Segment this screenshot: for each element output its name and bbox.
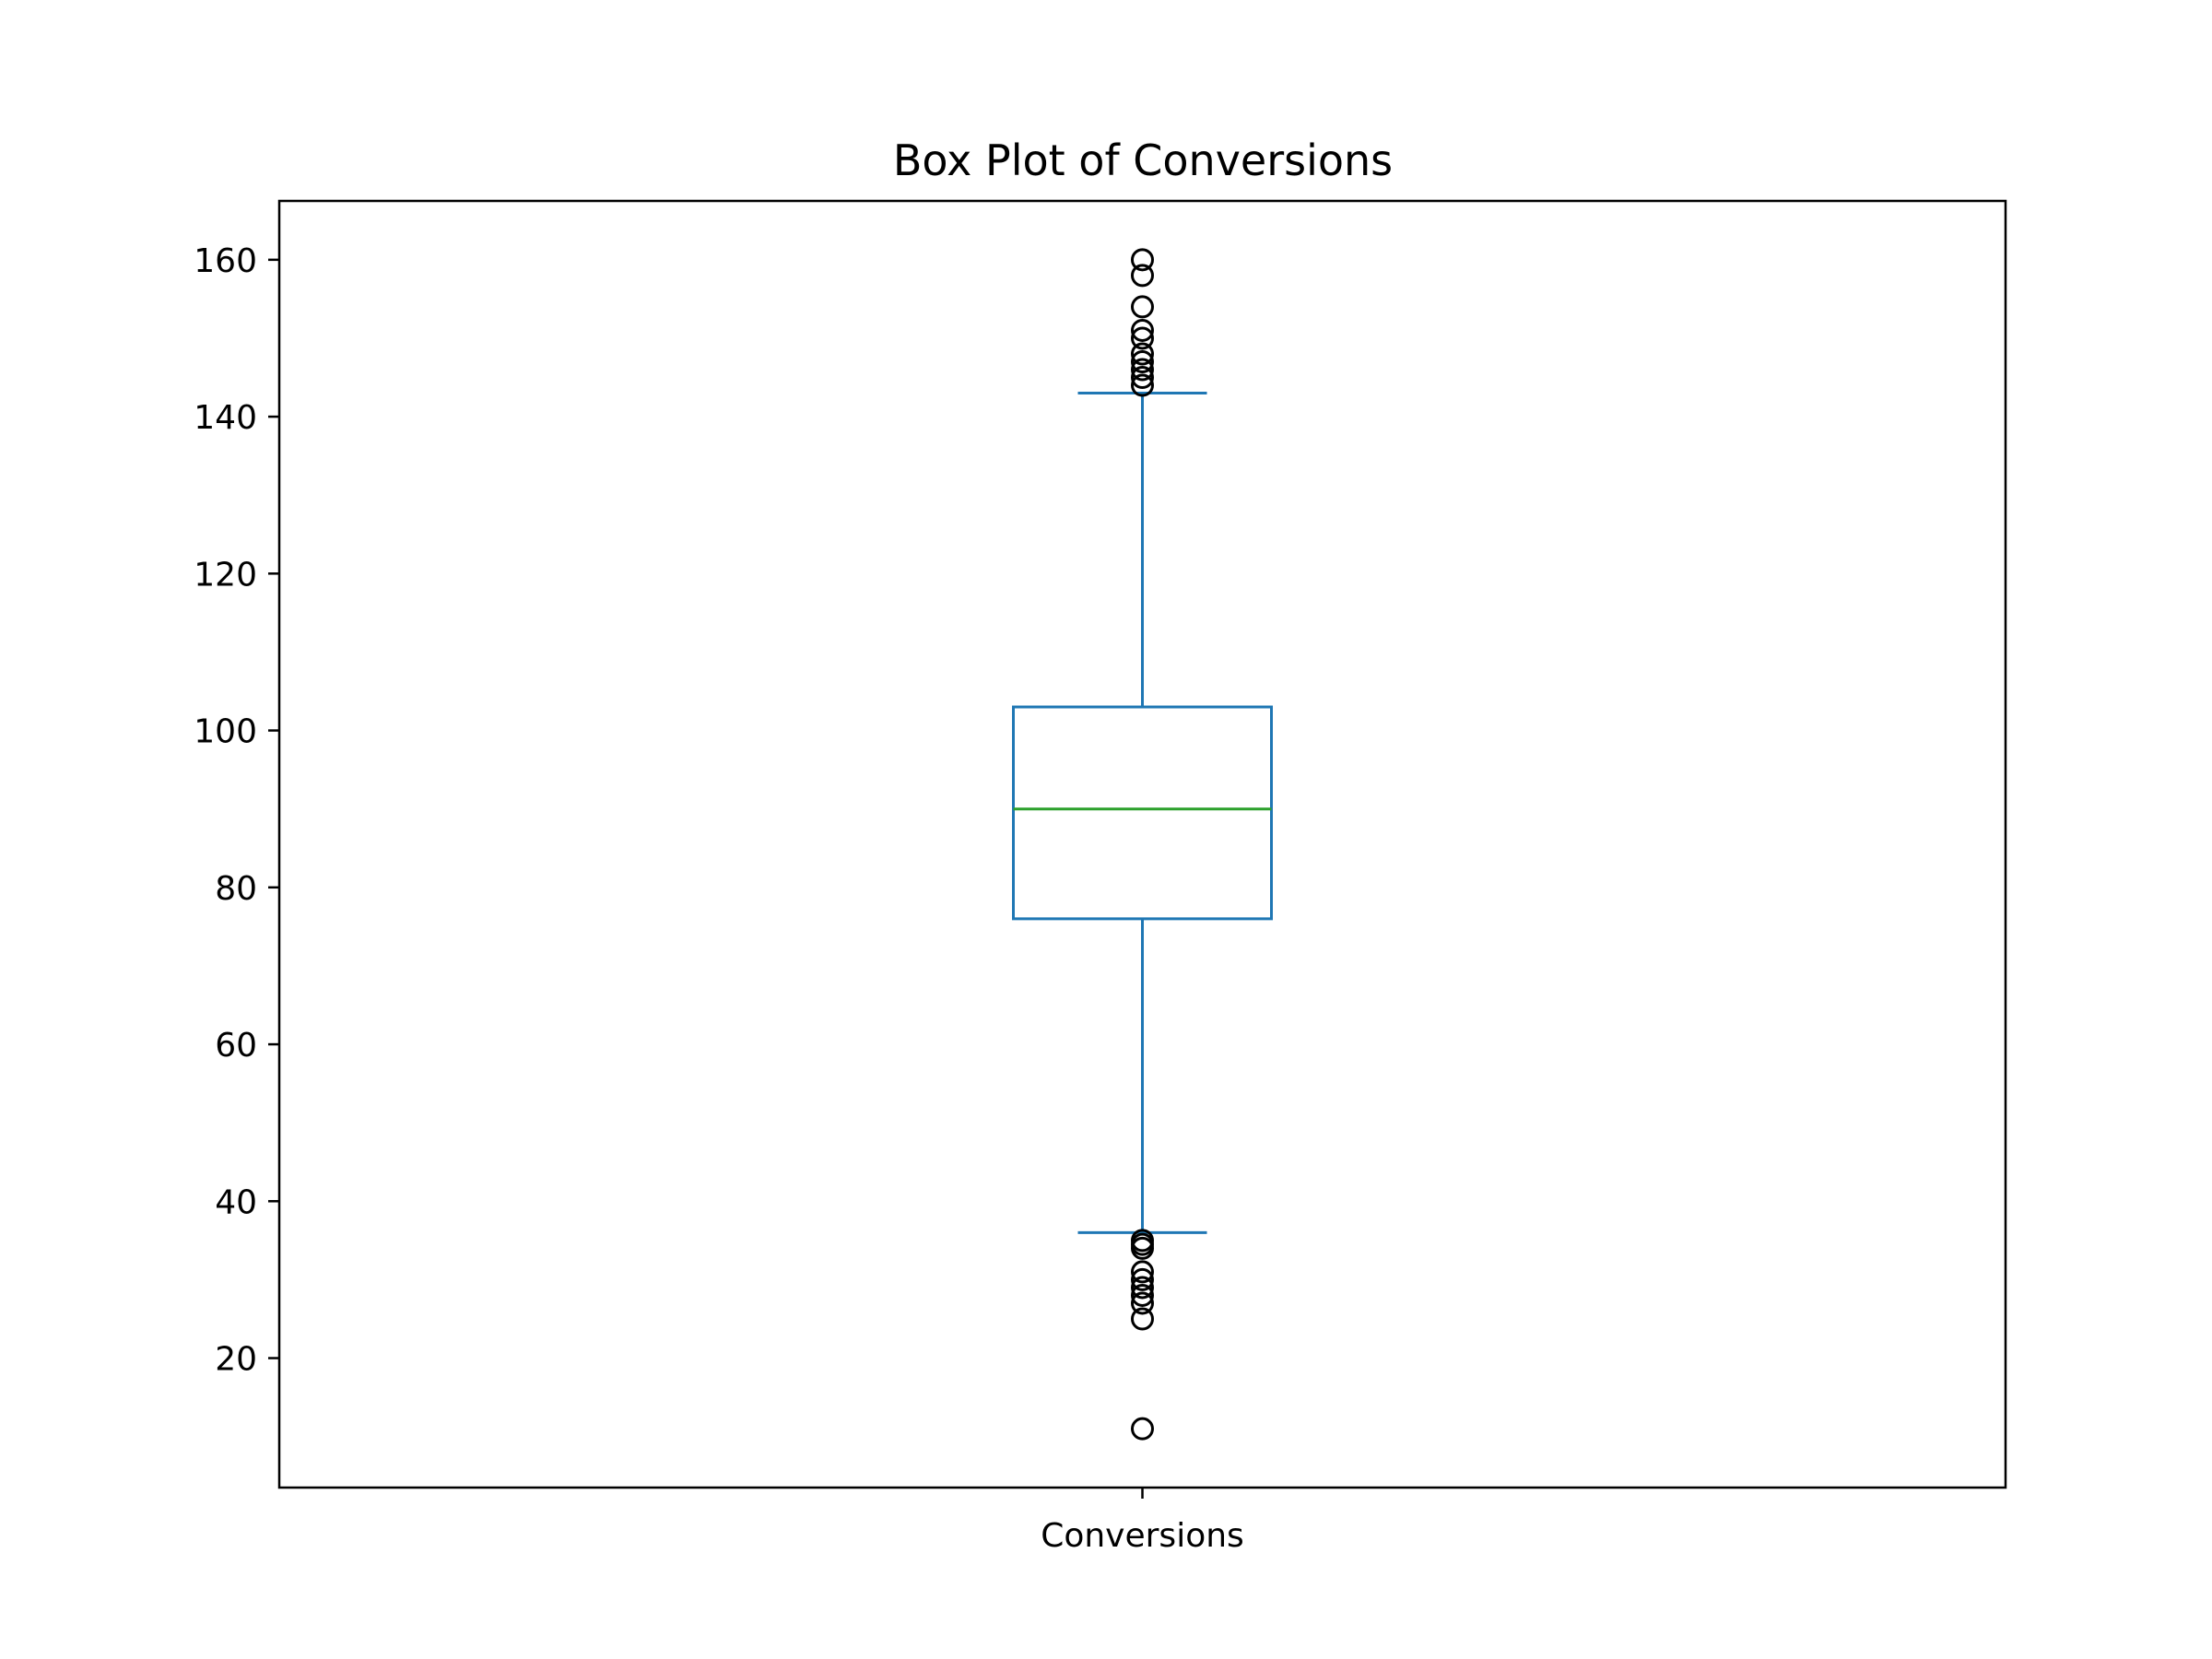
y-axis: 20 40 60 80 100 120 140 160 [194, 242, 279, 1379]
plot-frame [277, 199, 2007, 1489]
chart-title: Box Plot of Conversions [893, 135, 1393, 185]
y-tick-label: 100 [194, 713, 257, 751]
outlier-point [1131, 1267, 1154, 1291]
outlier-point [1131, 373, 1154, 397]
iqr-box [1012, 705, 1273, 921]
outlier-point [1131, 326, 1154, 350]
x-tick-label: Conversions [1041, 1517, 1244, 1555]
outlier-point [1131, 366, 1154, 390]
outlier-point [1131, 1260, 1154, 1284]
boxes [1012, 248, 1273, 1441]
outlier-point [1131, 264, 1154, 288]
outlier-point [1131, 1307, 1154, 1331]
y-tick-label: 140 [194, 399, 257, 437]
y-tick-label: 120 [194, 556, 257, 594]
outlier-point [1131, 248, 1154, 272]
outlier-point [1131, 295, 1154, 319]
outlier-point [1131, 358, 1154, 382]
y-tick-label: 40 [215, 1183, 257, 1221]
outlier-point [1131, 1417, 1154, 1441]
outlier-point [1131, 1291, 1154, 1315]
outlier-point [1131, 1283, 1154, 1307]
x-axis: Conversions [1041, 1488, 1244, 1555]
outlier-point [1131, 1276, 1154, 1300]
y-tick-label: 160 [194, 242, 257, 280]
box-group [1012, 248, 1273, 1441]
y-tick-label: 20 [215, 1341, 257, 1379]
outlier-point [1131, 350, 1154, 373]
outlier-point [1131, 318, 1154, 342]
outlier-point [1131, 342, 1154, 366]
outlier-point [1131, 1236, 1154, 1260]
y-tick-label: 60 [215, 1027, 257, 1065]
y-tick-label: 80 [215, 870, 257, 908]
